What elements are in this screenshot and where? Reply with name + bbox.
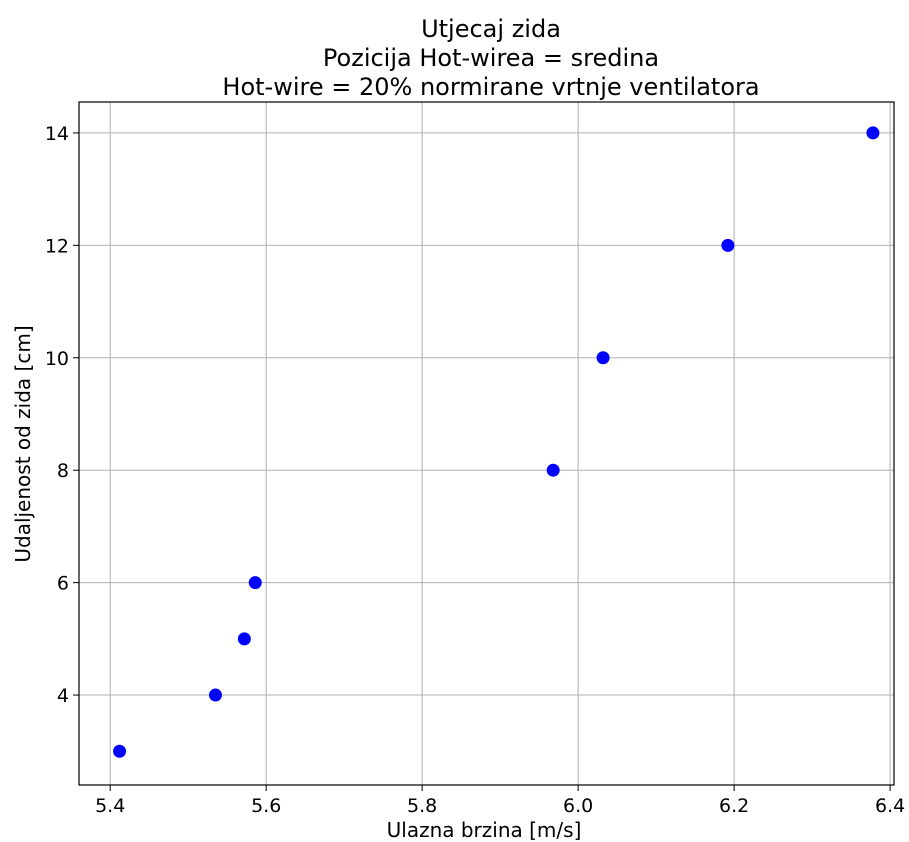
x-tick-label: 6.0 [563, 795, 593, 817]
x-axis-label: Ulazna brzina [m/s] [387, 818, 582, 842]
data-point [596, 351, 610, 365]
y-tick-label: 4 [57, 685, 69, 707]
data-point [113, 744, 127, 758]
x-tick-label: 5.8 [407, 795, 437, 817]
x-tick-label: 6.2 [719, 795, 749, 817]
data-points [113, 126, 880, 758]
y-tick-label: 14 [45, 123, 69, 145]
y-tick-label: 8 [57, 460, 69, 482]
chart-title: Utjecaj zida Pozicija Hot-wirea = sredin… [222, 15, 759, 101]
plot-frame [78, 101, 895, 786]
title-line-1: Utjecaj zida [421, 15, 561, 43]
title-line-3: Hot-wire = 20% normirane vrtnje ventilat… [222, 73, 759, 101]
grid [79, 102, 894, 785]
data-point [546, 463, 560, 477]
data-point [237, 632, 251, 646]
data-point [866, 126, 880, 140]
x-tick-label: 6.4 [875, 795, 905, 817]
title-line-2: Pozicija Hot-wirea = sredina [323, 44, 659, 72]
y-tick-label: 10 [45, 348, 69, 370]
data-point [721, 238, 735, 252]
x-tick-label: 5.4 [95, 795, 125, 817]
x-tick-label: 5.6 [251, 795, 281, 817]
data-point [248, 576, 262, 590]
y-axis-label: Udaljenost od zida [cm] [11, 325, 35, 562]
y-tick-label: 6 [57, 573, 69, 595]
axis-ticks: 5.4 5.6 5.8 6.0 6.2 6.4 4 6 8 10 12 14 [45, 123, 905, 817]
data-point [208, 688, 222, 702]
y-tick-label: 12 [45, 235, 69, 257]
